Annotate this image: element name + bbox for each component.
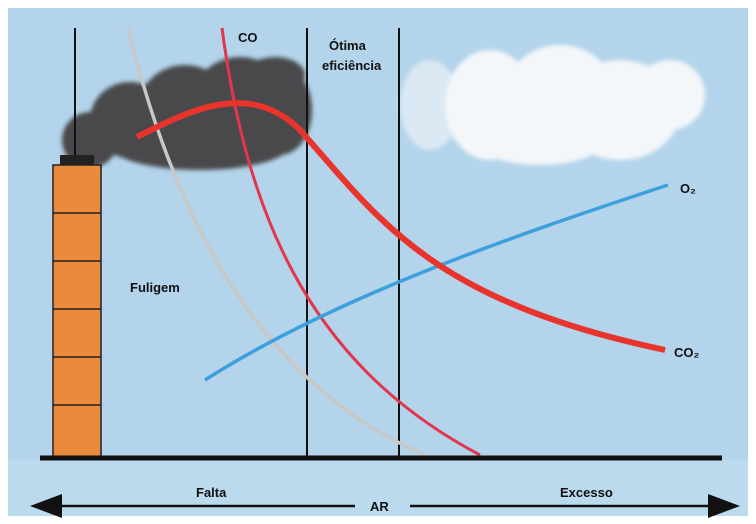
soot-curve <box>126 27 426 457</box>
chimney <box>52 155 102 458</box>
axis-right-label: Excesso <box>560 485 613 500</box>
o2-label: O₂ <box>680 181 696 196</box>
co-label: CO <box>238 30 258 45</box>
optimal-label: eficiência <box>322 58 382 73</box>
clean-clouds <box>400 45 705 165</box>
smoke <box>62 57 312 170</box>
air-axis <box>30 494 740 518</box>
co2-label: CO₂ <box>674 345 700 360</box>
axis-left-label: Falta <box>196 485 227 500</box>
co-curve <box>220 27 481 457</box>
axis-center-label: AR <box>370 499 389 514</box>
soot-label: Fuligem <box>130 280 180 295</box>
co2-curve <box>135 100 666 353</box>
o2-curve <box>204 183 669 382</box>
optimal-label: Ótima <box>329 38 367 53</box>
